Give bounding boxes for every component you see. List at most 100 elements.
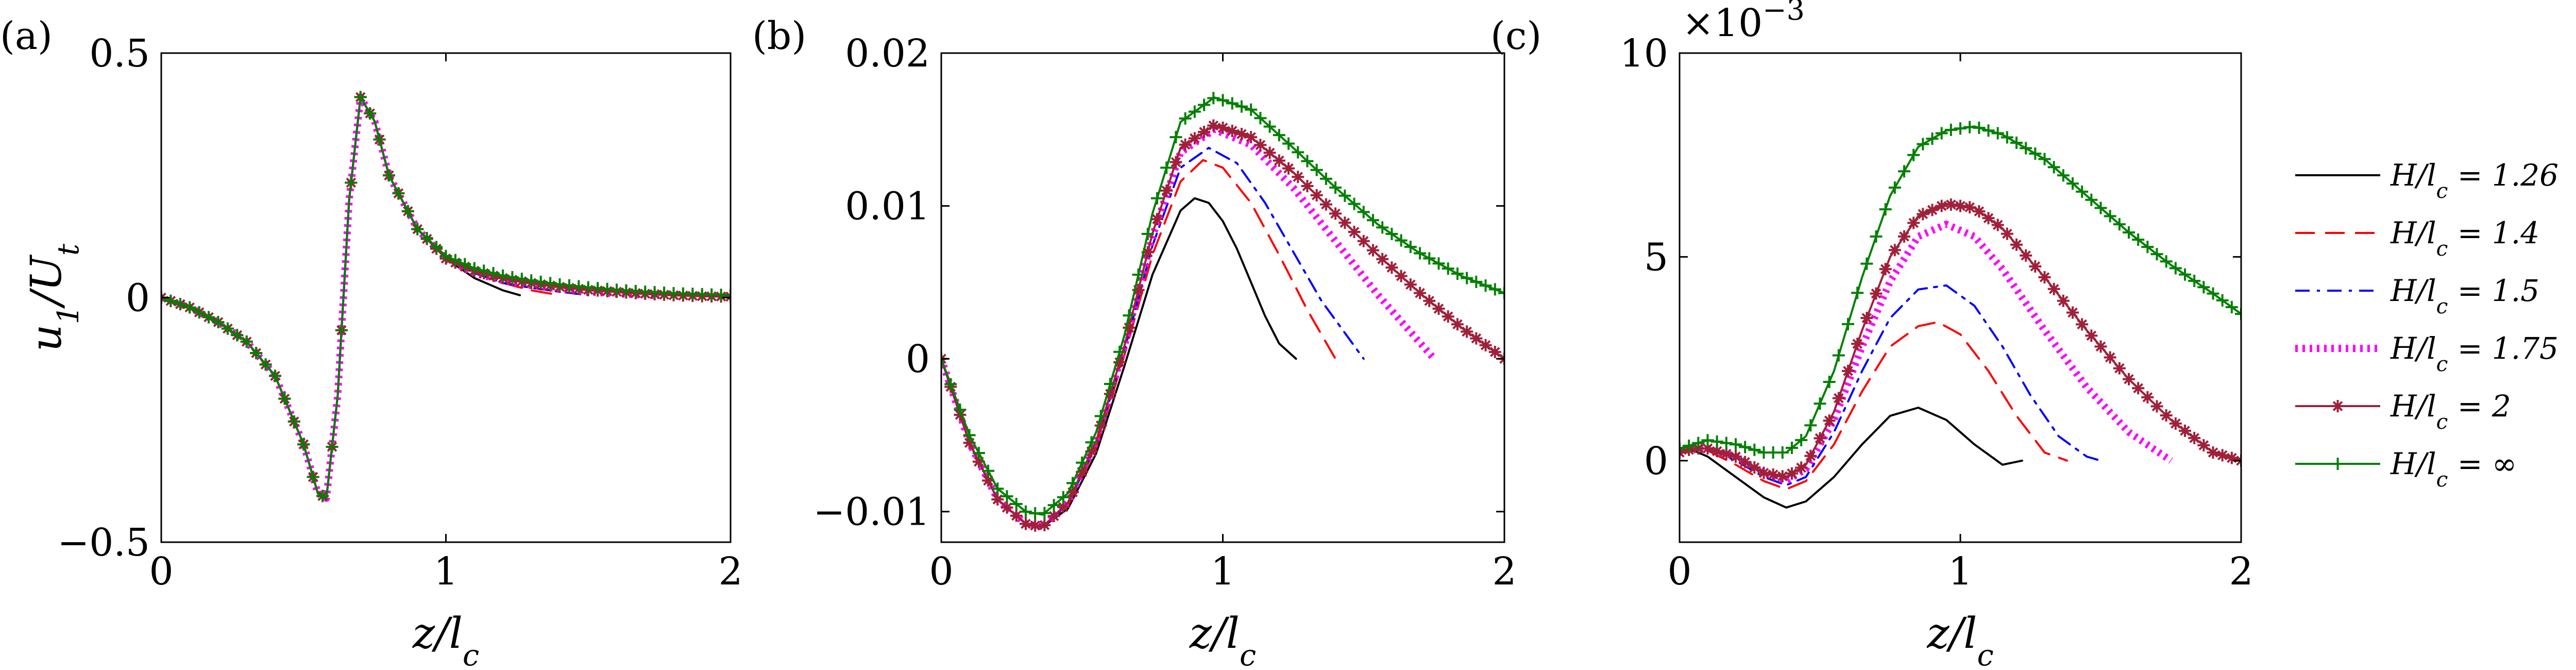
marker-plus: [2020, 142, 2032, 155]
marker-plus: [193, 306, 206, 319]
marker-asterisk: [1019, 517, 1032, 530]
marker-plus: [183, 301, 196, 314]
marker-plus: [478, 264, 490, 277]
marker-plus: [1301, 155, 1314, 167]
marker-plus: [1385, 227, 1398, 240]
marker-plus: [1720, 437, 1733, 449]
marker-asterisk: [1301, 180, 1314, 193]
marker-asterisk: [2104, 351, 2116, 364]
marker-plus: [1842, 317, 1854, 330]
marker-asterisk: [1226, 124, 1239, 137]
marker-asterisk: [1757, 466, 1770, 479]
marker-asterisk: [1404, 278, 1417, 291]
marker-plus: [449, 254, 462, 266]
marker-plus: [2113, 218, 2126, 231]
marker-asterisk: [1739, 456, 1752, 468]
marker-plus: [1926, 132, 1939, 145]
marker-asterisk: [1273, 154, 1285, 167]
marker-asterisk: [2160, 409, 2173, 422]
marker-asterisk: [2085, 329, 2098, 342]
marker-plus: [2076, 185, 2089, 198]
panel-b: 0 1 2 −0.01 0 0.01 0.02 (b) z/lc: [752, 14, 1517, 670]
series-line-4: [161, 93, 660, 502]
legend-entry: H/lc = 1.4: [2295, 215, 2539, 261]
marker-plus: [1319, 172, 1332, 185]
marker-asterisk: [724, 290, 731, 303]
marker-plus: [1273, 129, 1285, 142]
marker-plus: [202, 311, 215, 324]
marker-asterisk: [2179, 424, 2191, 437]
marker-plus: [1395, 234, 1408, 247]
marker-plus: [1954, 122, 1967, 135]
marker-asterisk: [1254, 139, 1267, 152]
marker-plus: [1860, 257, 1873, 270]
panel-label: (b): [752, 14, 806, 58]
marker-plus: [1198, 98, 1211, 111]
marker-asterisk: [2188, 431, 2201, 444]
marker-plus: [1498, 287, 1504, 299]
marker-asterisk: [1963, 201, 1976, 214]
marker-asterisk: [991, 493, 1004, 506]
marker-asterisk: [1198, 125, 1211, 138]
marker-asterisk: [1479, 339, 1492, 351]
marker-asterisk: [1488, 345, 1501, 358]
marker-plus: [221, 322, 234, 335]
marker-asterisk: [2066, 306, 2079, 319]
marker-asterisk: [1898, 230, 1910, 243]
marker-plus: [2047, 161, 2060, 174]
marker-plus: [278, 392, 291, 405]
marker-plus: [1935, 127, 1948, 140]
marker-plus: [1113, 345, 1126, 358]
marker-plus: [1944, 123, 1957, 136]
marker-plus: [1917, 138, 1929, 150]
marker-asterisk: [1786, 467, 1798, 480]
marker-plus: [1254, 112, 1267, 125]
marker-asterisk: [1348, 225, 1361, 238]
marker-asterisk: [1414, 287, 1427, 299]
x-tick-label: 2: [2229, 549, 2253, 594]
marker-asterisk: [1917, 208, 1929, 221]
y-tick-label: 0.02: [845, 31, 930, 76]
marker-asterisk: [2010, 238, 2023, 251]
y-tick-label: 10: [1620, 31, 1668, 76]
marker-plus: [1710, 435, 1723, 448]
marker-asterisk: [1748, 461, 1761, 474]
marker-plus: [420, 232, 433, 245]
marker-plus: [1085, 436, 1098, 449]
marker-asterisk: [2216, 449, 2229, 462]
series-markers-6: [161, 91, 731, 502]
marker-asterisk: [1188, 132, 1201, 145]
x-tick-label: 1: [1948, 549, 1972, 594]
marker-plus: [174, 298, 187, 311]
series-line-1: [1680, 407, 2023, 509]
marker-plus: [250, 347, 263, 360]
marker-plus: [1488, 283, 1501, 296]
marker-asterisk: [1814, 432, 1826, 445]
series-line-5: [941, 124, 1504, 528]
marker-plus: [525, 274, 538, 287]
marker-plus: [383, 169, 395, 182]
marker-plus: [1245, 103, 1258, 116]
marker-plus: [1823, 375, 1836, 388]
marker-plus: [430, 241, 443, 254]
marker-plus: [954, 403, 967, 416]
y-tick-label: 0.01: [845, 185, 930, 229]
marker-plus: [1141, 227, 1154, 240]
marker-plus: [1479, 279, 1492, 292]
marker-asterisk: [1954, 199, 1967, 212]
marker-asterisk: [1795, 461, 1808, 474]
marker-plus: [1973, 121, 1986, 134]
legend-label: H/lc = 1.75: [2390, 331, 2558, 376]
marker-plus: [1104, 378, 1116, 391]
marker-plus: [1898, 165, 1910, 178]
marker-asterisk: [1282, 162, 1295, 175]
series-markers-5: [941, 119, 1504, 532]
marker-plus: [2123, 226, 2135, 239]
marker-asterisk: [1442, 310, 1454, 323]
marker-plus: [1123, 309, 1136, 322]
marker-asterisk: [1907, 216, 1920, 229]
marker-asterisk: [1935, 199, 1948, 212]
marker-asterisk: [2169, 417, 2182, 430]
